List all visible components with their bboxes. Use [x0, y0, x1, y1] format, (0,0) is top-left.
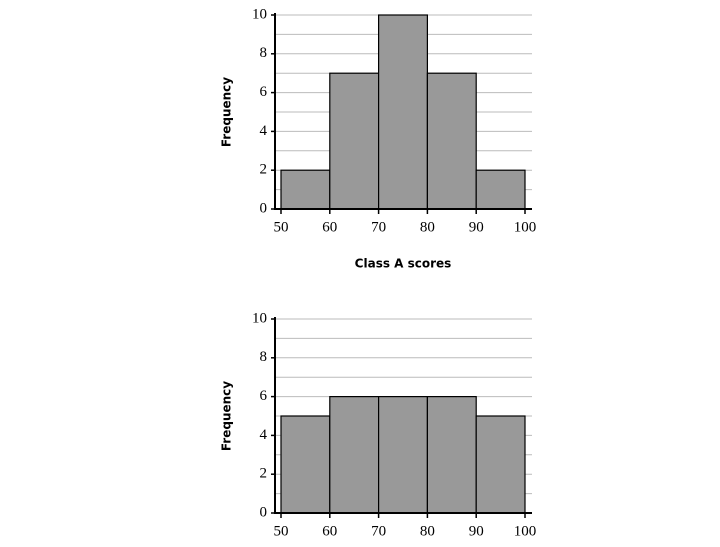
- y-tick-label: 2: [260, 162, 268, 178]
- x-tick-label: 60: [322, 523, 337, 539]
- x-tick-label: 90: [469, 219, 484, 235]
- x-tick-label: 100: [514, 523, 537, 539]
- bar: [329, 72, 380, 210]
- x-tick-label: 80: [420, 523, 435, 539]
- x-tick-label: 70: [371, 219, 386, 235]
- bar: [475, 415, 526, 514]
- y-tick-label: 0: [260, 504, 268, 520]
- bar: [329, 396, 380, 514]
- y-axis-label: Frequency: [220, 381, 234, 451]
- y-tick-label: 8: [260, 349, 268, 365]
- bar: [475, 169, 526, 210]
- y-tick-label: 6: [260, 84, 268, 100]
- x-tick-label: 80: [420, 219, 435, 235]
- y-tick-label: 4: [260, 427, 268, 443]
- x-tick-label: 50: [274, 523, 289, 539]
- x-tick-label: 100: [514, 219, 537, 235]
- y-tick-label: 4: [260, 123, 268, 139]
- bar: [280, 415, 331, 514]
- bar: [378, 396, 429, 514]
- bar: [280, 169, 331, 210]
- y-tick-label: 10: [252, 6, 267, 22]
- y-axis-label: Frequency: [220, 77, 234, 147]
- x-tick-label: 50: [274, 219, 289, 235]
- bar: [426, 396, 477, 514]
- y-tick-label: 8: [260, 45, 268, 61]
- x-axis-label: Class A scores: [355, 257, 452, 271]
- y-tick-label: 10: [252, 310, 267, 326]
- bar: [426, 72, 477, 210]
- y-tick-label: 6: [260, 388, 268, 404]
- bar: [378, 14, 429, 210]
- x-tick-label: 70: [371, 523, 386, 539]
- y-tick-label: 0: [260, 200, 268, 216]
- y-tick-label: 2: [260, 466, 268, 482]
- x-tick-label: 60: [322, 219, 337, 235]
- x-tick-label: 90: [469, 523, 484, 539]
